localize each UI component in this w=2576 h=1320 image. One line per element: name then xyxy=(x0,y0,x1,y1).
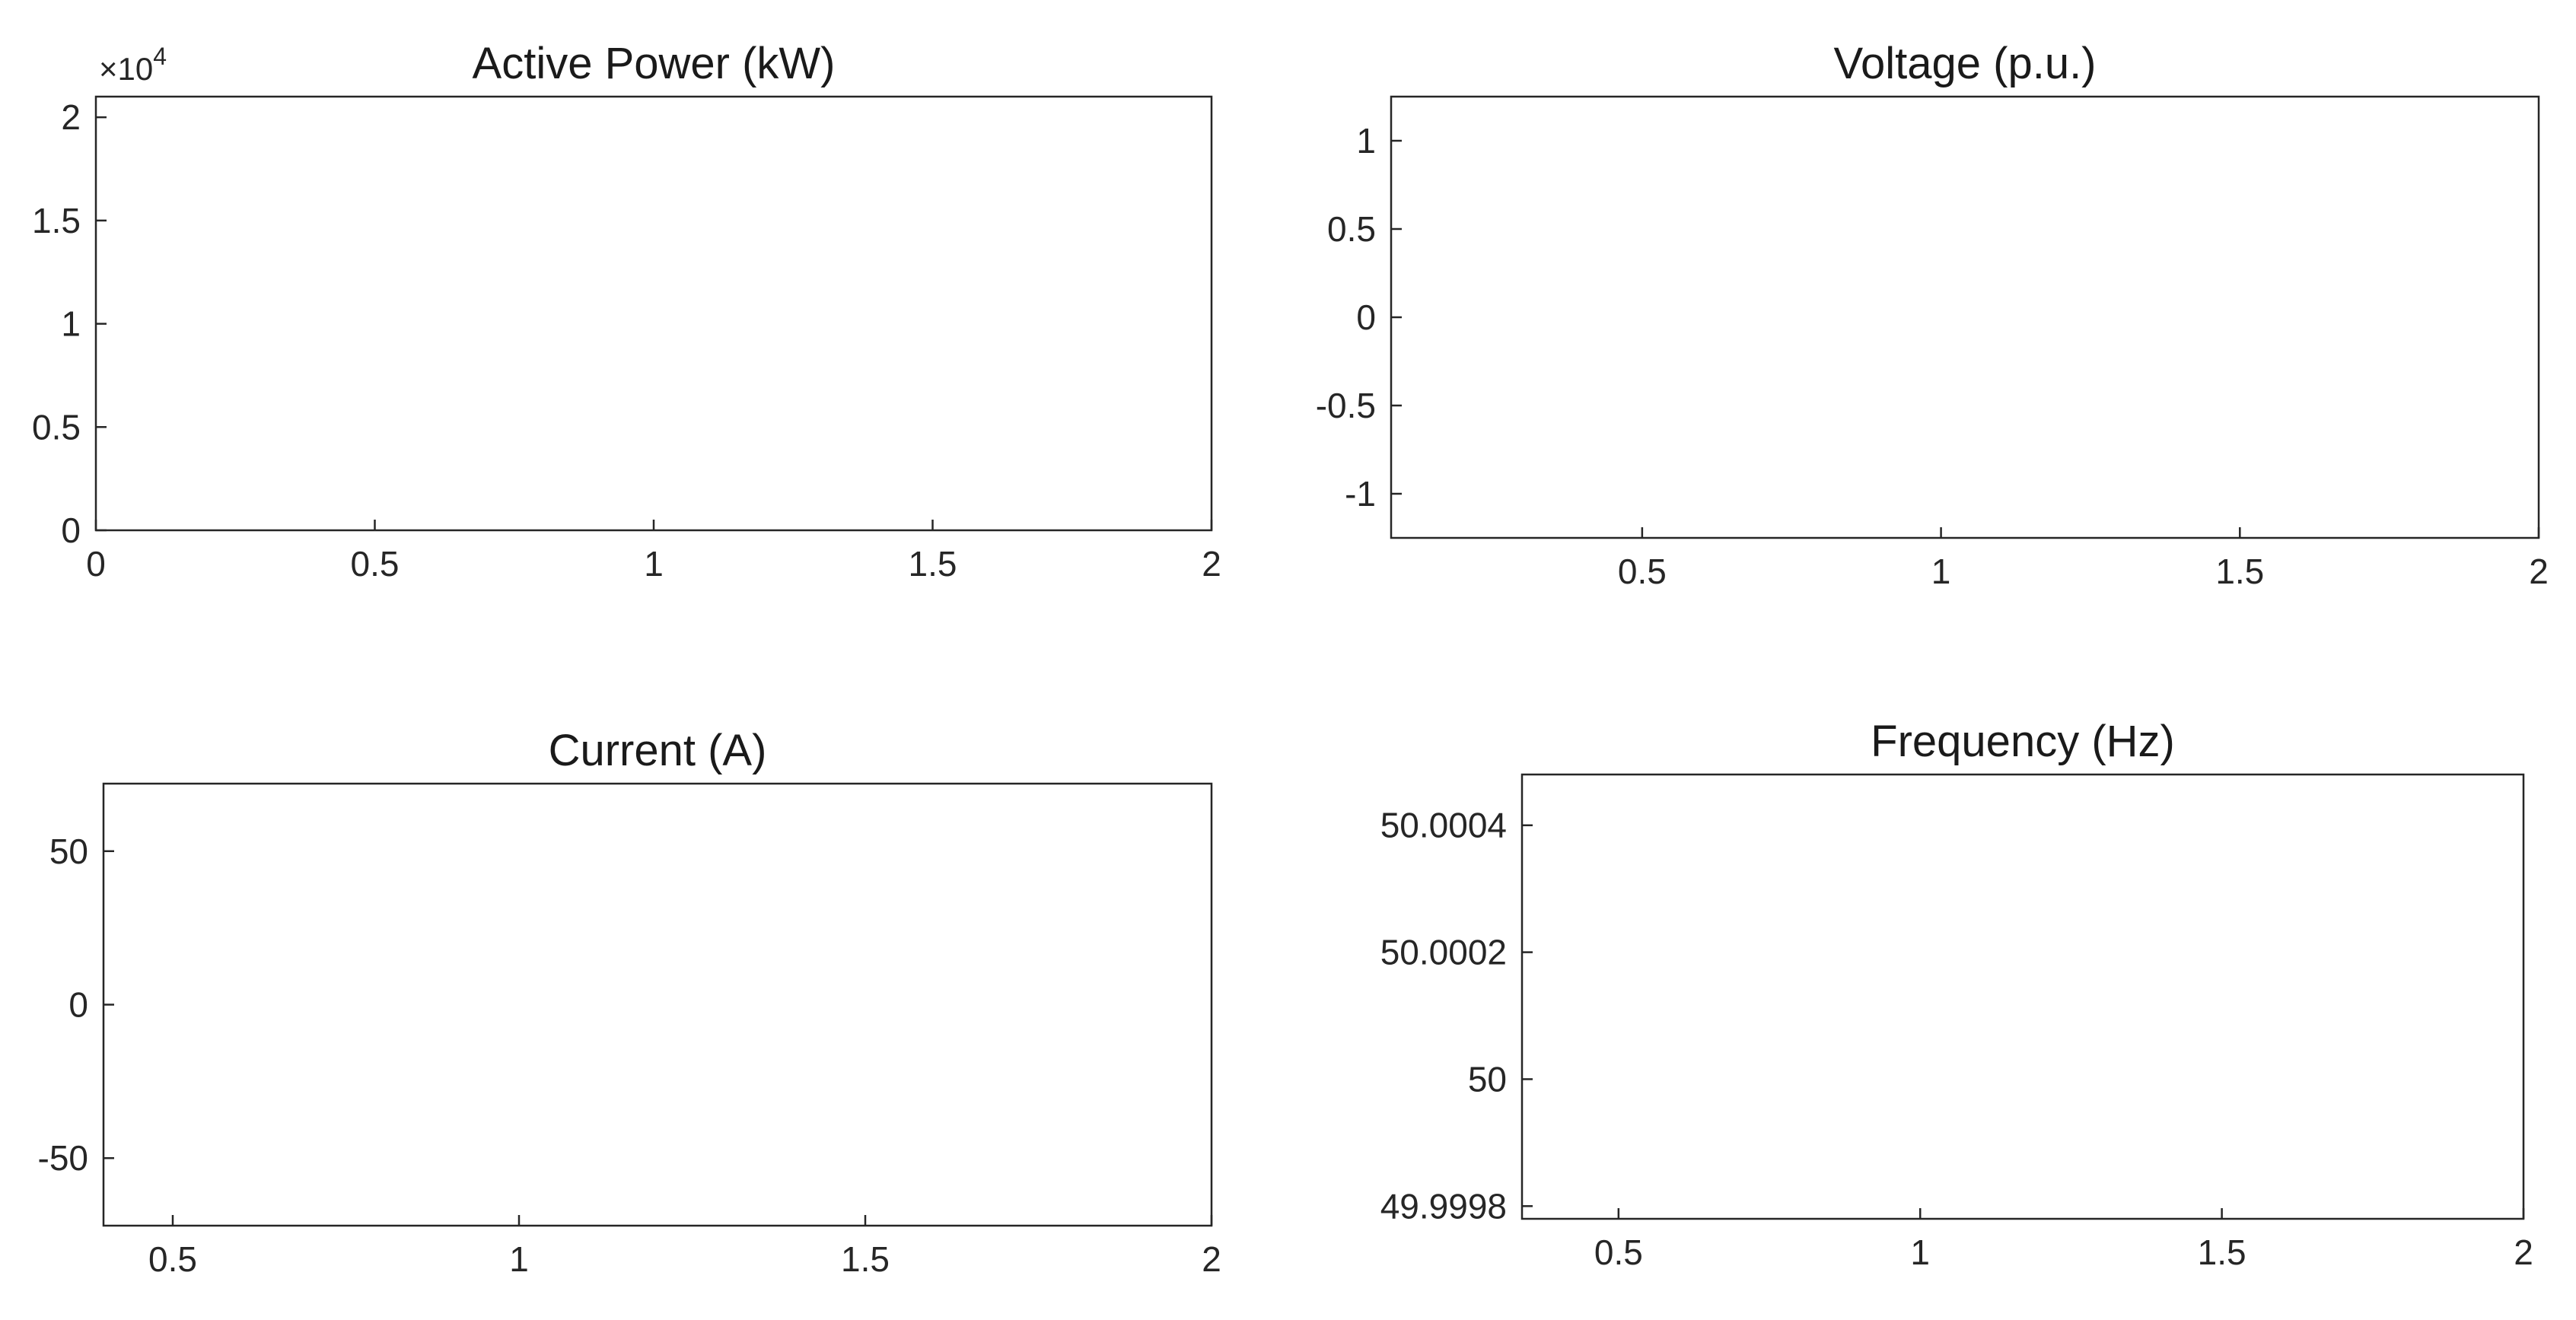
current-y-tick-label: -50 xyxy=(38,1138,88,1178)
power-x-tick-label: 0 xyxy=(86,544,106,584)
frequency-y-tick-label: 50 xyxy=(1468,1059,1507,1099)
voltage-x-tick-label: 0.5 xyxy=(1618,552,1667,591)
current-y-tick-label: 0 xyxy=(68,985,88,1025)
power-x-tick-label: 1.5 xyxy=(909,544,957,584)
power-y-tick-label: 2 xyxy=(61,97,81,137)
current-x-tick-label: 0.5 xyxy=(148,1239,197,1279)
power-y-multiplier-base: ×10 xyxy=(99,51,153,87)
current-chart: 0.5 1 1.5 2 50 0 -50 Current (A) xyxy=(38,726,1221,1279)
power-chart: 0 0.5 1 1.5 2 0 0.5 1 1.5 2 Active Power (kW) ×104 xyxy=(32,39,1221,584)
voltage-y-tick-label: 1 xyxy=(1356,121,1376,161)
current-x-tick-label: 1 xyxy=(509,1239,529,1279)
voltage-x-tick-label: 2 xyxy=(2529,552,2549,591)
frequency-title: Frequency (Hz) xyxy=(1871,717,2175,766)
frequency-x-tick-label: 2 xyxy=(2514,1233,2533,1272)
frequency-y-tick-label: 49.9998 xyxy=(1380,1186,1507,1226)
power-axes-frame xyxy=(94,95,1213,532)
power-y-tick-label: 1 xyxy=(61,304,81,344)
voltage-x-tick-label: 1 xyxy=(1931,552,1951,591)
voltage-title: Voltage (p.u.) xyxy=(1834,39,2097,88)
voltage-y-tick-label: 0 xyxy=(1356,297,1376,337)
current-title: Current (A) xyxy=(549,726,767,775)
power-x-tick-label: 0.5 xyxy=(351,544,400,584)
power-x-tick-label: 1 xyxy=(644,544,664,584)
current-y-tick-label: 50 xyxy=(49,832,88,871)
frequency-chart: 0.5 1 1.5 2 50.0004 50.0002 50 49.9998 Frequency… xyxy=(1380,717,2533,1272)
frequency-y-tick-label: 50.0002 xyxy=(1380,933,1507,972)
current-x-tick-label: 2 xyxy=(1202,1239,1221,1279)
frequency-x-tick-label: 1.5 xyxy=(2198,1233,2246,1272)
power-y-tick-label: 0.5 xyxy=(32,407,81,447)
voltage-y-tick-label: 0.5 xyxy=(1327,209,1376,249)
power-y-tick-label: 0 xyxy=(61,511,81,550)
voltage-y-tick-label: -0.5 xyxy=(1316,386,1376,425)
power-x-tick-label: 2 xyxy=(1202,544,1221,584)
power-y-multiplier-exponent: 4 xyxy=(153,43,167,70)
current-x-tick-label: 1.5 xyxy=(841,1239,890,1279)
voltage-x-tick-label: 1.5 xyxy=(2215,552,2264,591)
voltage-axes-frame xyxy=(1390,95,2540,539)
frequency-x-tick-label: 1 xyxy=(1910,1233,1930,1272)
frequency-y-tick-label: 50.0004 xyxy=(1380,806,1507,845)
current-axes-frame xyxy=(102,782,1213,1227)
voltage-chart: 0.5 1 1.5 2 1 0.5 0 -0.5 -1 Voltage (p.u.) xyxy=(1316,39,2549,591)
power-y-multiplier: ×104 xyxy=(99,43,167,87)
frequency-x-tick-label: 0.5 xyxy=(1594,1233,1643,1272)
voltage-y-tick-label: -1 xyxy=(1345,474,1376,514)
frequency-axes-frame xyxy=(1520,773,2525,1220)
power-y-tick-label: 1.5 xyxy=(32,201,81,240)
power-title: Active Power (kW) xyxy=(473,39,836,88)
